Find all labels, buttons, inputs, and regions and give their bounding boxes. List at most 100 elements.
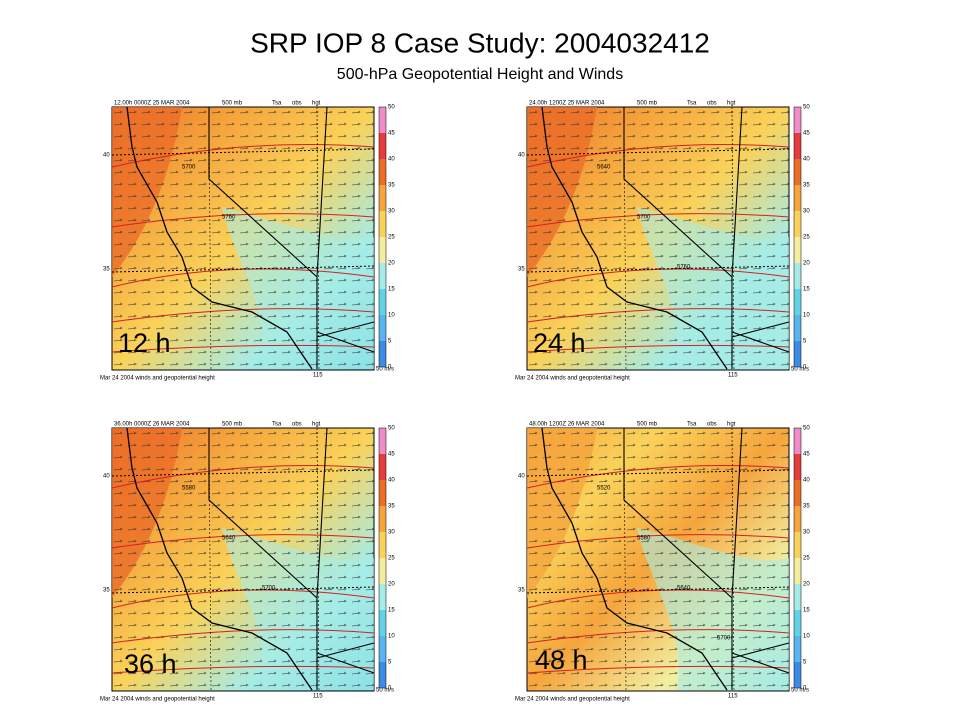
colorbar-swatch [379, 584, 386, 610]
field: hgt [312, 422, 321, 428]
state-borders [208, 427, 375, 690]
colorbar-label: 25 [803, 235, 810, 241]
height-contour [526, 144, 790, 168]
colorbar-swatch [379, 532, 386, 558]
footer: Mar 24 2004 winds and geopotential heigh… [100, 697, 215, 703]
level: 500 mb [637, 422, 658, 428]
colorbar-label: 0 [803, 686, 807, 692]
colorbar-label: 0 [388, 365, 392, 371]
colorbar-label: 25 [388, 556, 395, 562]
contour-label: 5520 [597, 486, 611, 492]
colorbar-swatch [794, 263, 801, 289]
lon-label: 115 [313, 694, 323, 700]
colorbar-frame [378, 427, 387, 689]
map-panel: 5700 5760 12 h 12.00h 0000Z 25 MAR 2004 500 … [100, 101, 395, 382]
colorbar-label: 50 [388, 426, 395, 432]
colorbar-swatch [379, 107, 386, 133]
colorbar-label: 20 [803, 261, 810, 267]
contour-label: 5760 [222, 215, 236, 221]
obs: obs [292, 101, 302, 107]
state-borders [623, 427, 790, 690]
colorbar-swatch [379, 185, 386, 211]
colorbar-swatch [794, 532, 801, 558]
forecast-label: 24 h [533, 328, 586, 358]
colorbar-label: 0 [803, 365, 807, 371]
colorbar-label: 25 [803, 556, 810, 562]
colorbar-swatch [794, 428, 801, 454]
height-contour [526, 629, 790, 644]
lat-label: 35 [518, 588, 525, 594]
lat-label: 40 [103, 474, 110, 480]
colorbar-swatch [794, 636, 801, 662]
height-contour [111, 629, 375, 644]
tsa: Tsa [272, 422, 282, 428]
forecast-label: 48 h [535, 645, 588, 675]
valid-time: 36.00h 0000Z 26 MAR 2004 [114, 422, 190, 428]
subtitle: 500-hPa Geopotential Height and Winds [337, 66, 623, 83]
field: hgt [312, 101, 321, 107]
height-contour [526, 534, 790, 549]
height-contour [526, 344, 790, 353]
colorbar-label: 10 [388, 313, 395, 319]
map-panel: 5580 5640 5700 36 h 36.00h 0000Z 26 MAR 2004… [100, 422, 395, 703]
contour-label: 5640 [597, 165, 611, 171]
colorbar-label: 40 [388, 157, 395, 163]
colorbar-swatch [379, 159, 386, 185]
lon-label: 115 [313, 373, 323, 379]
valid-time: 48.00h 1200Z 26 MAR 2004 [529, 422, 605, 428]
colorbar-label: 30 [388, 530, 395, 536]
colorbar-label: 40 [388, 478, 395, 484]
tsa: Tsa [687, 101, 697, 107]
vector-scale: 50 m/s [376, 688, 394, 694]
colorbar-label: 20 [803, 582, 810, 588]
colorbar-swatch [379, 315, 386, 341]
obs: obs [707, 422, 717, 428]
level: 500 mb [637, 101, 658, 107]
colorbar-label: 5 [388, 339, 392, 345]
tsa: Tsa [687, 422, 697, 428]
lat-label: 40 [103, 153, 110, 159]
colorbar-swatch [379, 558, 386, 584]
colorbar-label: 30 [803, 530, 810, 536]
colorbar-label: 50 [388, 105, 395, 111]
colorbar-swatch [379, 211, 386, 237]
colorbar-swatch [794, 133, 801, 159]
lat-label: 35 [518, 267, 525, 273]
height-contour [111, 144, 375, 168]
colorbar-swatch [794, 480, 801, 506]
lon-label: 115 [728, 694, 738, 700]
lon-label: 115 [728, 373, 738, 379]
colorbar-label: 30 [388, 209, 395, 215]
colorbar-swatch [794, 662, 801, 688]
height-contour [111, 665, 375, 674]
valid-time: 24.00h 1200Z 25 MAR 2004 [529, 101, 605, 107]
colorbar-swatch [379, 289, 386, 315]
wind-vectors [527, 428, 789, 691]
colorbar-label: 35 [803, 183, 810, 189]
obs: obs [292, 422, 302, 428]
colorbar-swatch [794, 211, 801, 237]
colorbar-swatch [379, 237, 386, 263]
colorbar-swatch [794, 610, 801, 636]
colorbar-swatch [794, 454, 801, 480]
colorbar-swatch [379, 610, 386, 636]
colorbar-swatch [379, 506, 386, 532]
colorbar-label: 40 [803, 478, 810, 484]
colorbar-label: 45 [388, 131, 395, 137]
footer: Mar 24 2004 winds and geopotential heigh… [515, 697, 630, 703]
colorbar-frame [793, 106, 802, 368]
colorbar-frame [378, 106, 387, 368]
colorbar-label: 35 [388, 183, 395, 189]
height-contour [111, 308, 375, 323]
level: 500 mb [222, 101, 243, 107]
wind-vectors [112, 428, 374, 691]
obs: obs [707, 101, 717, 107]
colorbar-swatch [379, 480, 386, 506]
colorbar-label: 5 [803, 660, 807, 666]
colorbar-label: 15 [803, 287, 810, 293]
field: hgt [727, 101, 736, 107]
state-borders [208, 106, 375, 369]
contour-label: 5700 [717, 636, 731, 642]
coastline [541, 106, 728, 370]
forecast-label: 36 h [124, 649, 177, 679]
